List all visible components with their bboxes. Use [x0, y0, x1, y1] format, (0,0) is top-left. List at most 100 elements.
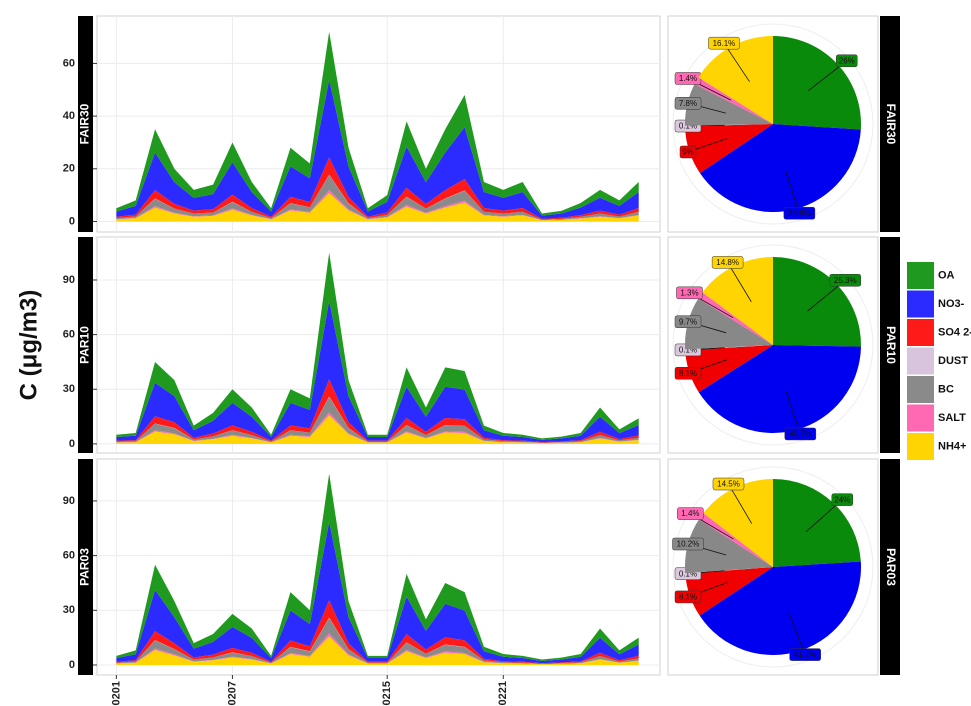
legend-label: OA: [938, 269, 955, 281]
y-tick-label: 30: [63, 604, 75, 616]
polar-grid: [672, 23, 874, 225]
polar-grid: [672, 466, 874, 668]
strip-label: PAR03: [884, 548, 898, 586]
pie-slice: [698, 36, 773, 124]
pie-slice: [685, 84, 773, 126]
pie-slice: [685, 345, 773, 393]
label-leader: [788, 612, 806, 655]
area: [116, 79, 639, 219]
pie-slice: [698, 345, 861, 434]
y-tick-label: 0: [69, 438, 75, 450]
data-label: 1.4%: [681, 509, 699, 518]
label-leader: [785, 170, 800, 214]
legend-swatch: [907, 404, 934, 432]
x-tick-label: 0207: [226, 681, 238, 705]
pie-slice: [702, 257, 773, 345]
strip-label: PAR03: [78, 548, 92, 586]
data-label: 39.6%: [788, 209, 811, 218]
data-label: 7.8%: [679, 99, 697, 108]
pie-slice: [698, 513, 773, 567]
label-box: [674, 367, 702, 380]
legend-swatch: [907, 290, 934, 318]
strip-label: FAIR30: [884, 104, 898, 145]
y-tick-label: 60: [63, 550, 75, 562]
pie-slice: [703, 479, 773, 567]
y-tick-label: 30: [63, 383, 75, 395]
x-tick-label: 0221: [497, 681, 509, 705]
data-label: 9.7%: [679, 317, 697, 326]
legend-swatch: [907, 347, 934, 375]
label-box: [711, 256, 744, 269]
panel-background: [96, 236, 661, 454]
pie-slice: [773, 36, 861, 130]
label-box: [679, 145, 697, 159]
label-leader: [723, 42, 750, 82]
data-label: 0.1%: [679, 346, 697, 355]
y-tick-label: 40: [63, 110, 75, 122]
legend-label: SO4 2-: [938, 326, 971, 338]
pie-slice: [694, 77, 773, 124]
strip: [78, 459, 93, 675]
label-box: [789, 648, 821, 661]
data-label: 10.2%: [677, 540, 700, 549]
label-box: [712, 477, 745, 491]
pie-slice: [685, 124, 773, 174]
pie-slice: [773, 479, 861, 567]
x-tick-label: 0215: [381, 681, 393, 705]
y-axis-title: C (μg/m3): [15, 290, 42, 401]
label-box: [784, 427, 817, 441]
strip-label: FAIR30: [78, 103, 92, 144]
legend-swatch: [907, 262, 934, 289]
label-leader: [728, 483, 753, 524]
data-label: 8.1%: [679, 369, 697, 378]
legend-label: DUST: [938, 355, 968, 367]
area: [116, 415, 639, 444]
label-box: [829, 274, 861, 287]
label-leader: [727, 262, 752, 302]
data-label: 8.1%: [679, 593, 697, 602]
y-tick-label: 90: [63, 274, 75, 286]
data-label: 26%: [839, 56, 855, 65]
legend-swatch: [907, 433, 934, 460]
polar-grid: [672, 244, 874, 446]
pie-slice: [685, 298, 773, 350]
strip: [78, 237, 93, 453]
data-label: 16.1%: [713, 39, 736, 48]
strip: [880, 459, 900, 675]
area: [116, 193, 639, 222]
y-tick-label: 20: [63, 163, 75, 175]
x-tick-label: 0201: [110, 681, 122, 705]
data-label: 9%: [682, 148, 694, 157]
pie-slice: [773, 257, 861, 347]
pie-slice: [698, 292, 773, 345]
data-label: 41.7%: [794, 650, 817, 659]
data-label: 14.8%: [716, 258, 739, 267]
data-label: 24%: [834, 495, 850, 504]
label-box: [783, 206, 816, 220]
label-box: [674, 97, 702, 110]
data-label: 40.7%: [789, 430, 812, 439]
label-box: [672, 537, 704, 551]
label-box: [674, 315, 702, 328]
label-box: [831, 493, 854, 506]
data-label: 0.1%: [679, 569, 697, 578]
data-label: 1.3%: [680, 288, 698, 297]
legend-swatch: [907, 319, 934, 346]
data-label: 0.1%: [679, 122, 697, 131]
label-box: [708, 36, 740, 50]
data-label: 25.3%: [834, 276, 857, 285]
label-box: [836, 54, 858, 67]
pie-slice: [685, 567, 773, 616]
legend-label: NO3-: [938, 298, 965, 310]
area: [116, 636, 639, 665]
y-tick-label: 60: [63, 57, 75, 69]
y-tick-label: 90: [63, 495, 75, 507]
legend-label: NH4+: [938, 440, 966, 452]
pie-slice: [685, 519, 773, 574]
pie-slice: [699, 124, 861, 213]
y-tick-label: 60: [63, 329, 75, 341]
label-box: [674, 590, 702, 604]
legend-swatch: [907, 376, 934, 403]
